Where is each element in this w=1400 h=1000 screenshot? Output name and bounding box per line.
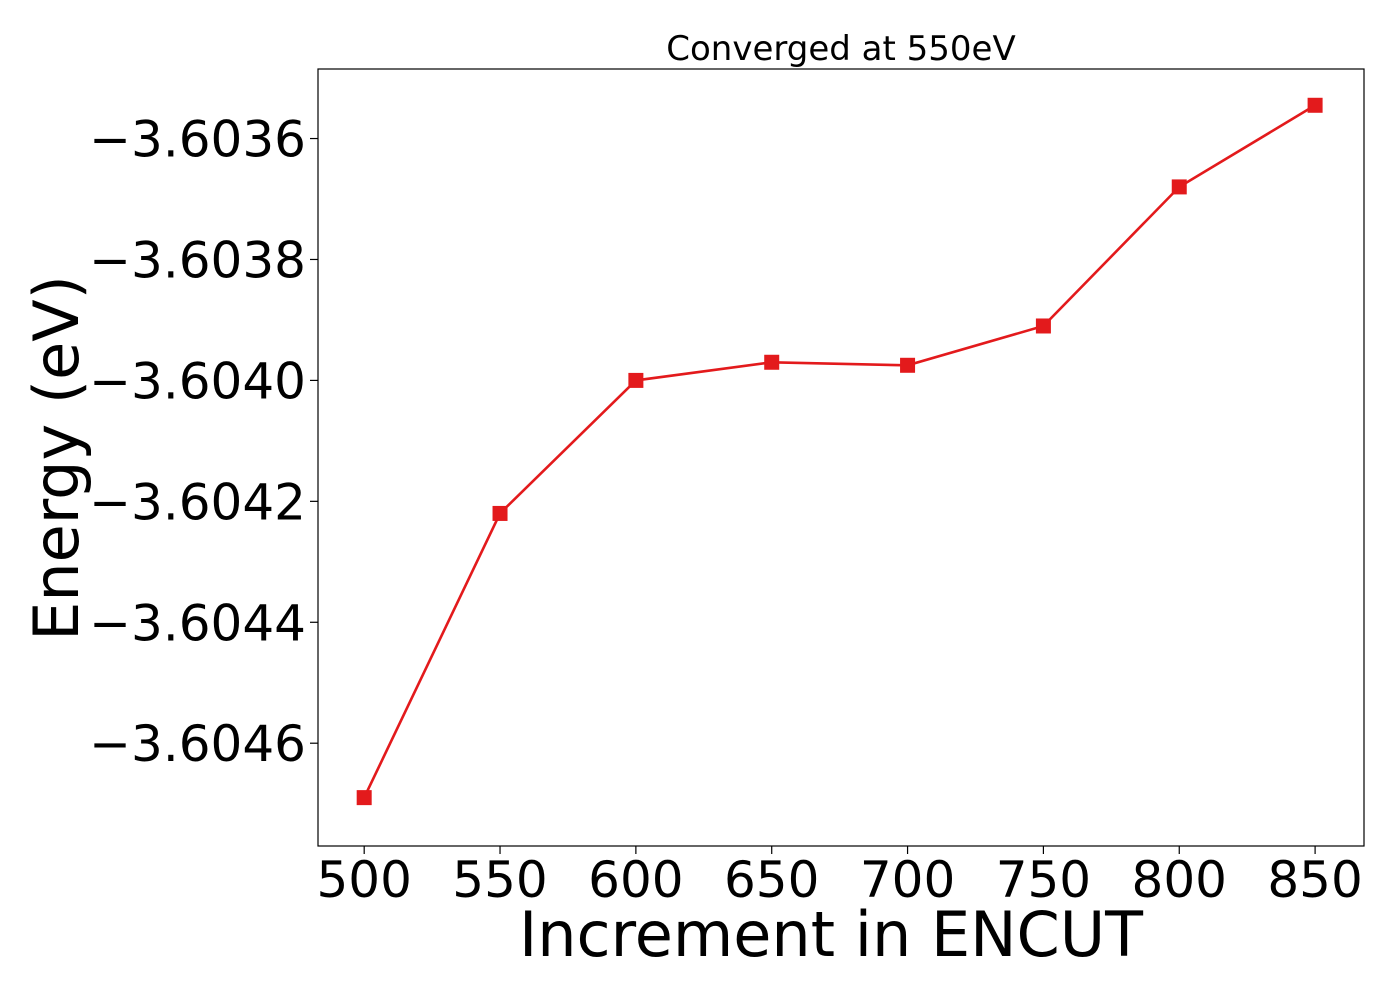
y-tick-label: −3.6042 xyxy=(89,473,306,531)
y-axis: −3.6046 −3.6044 −3.6042 −3.6040 −3.6038 −3.60… xyxy=(89,111,318,773)
x-tick-label: 650 xyxy=(724,851,819,909)
plot-area-frame xyxy=(317,68,1365,847)
y-tick-label: −3.6036 xyxy=(89,111,306,169)
x-tick-label: 550 xyxy=(452,851,547,909)
x-tick-label: 500 xyxy=(316,851,411,909)
y-tick-label: −3.6046 xyxy=(89,715,306,773)
y-tick-label: −3.6040 xyxy=(89,352,306,410)
x-axis: 500 550 600 650 700 750 800 850 xyxy=(316,846,1363,909)
data-point-marker xyxy=(1171,179,1187,195)
data-point-marker xyxy=(1035,318,1051,334)
data-point-marker xyxy=(900,357,916,373)
data-point-marker xyxy=(764,354,780,370)
y-axis-label: Energy (eV) xyxy=(20,275,93,641)
x-axis-label: Increment in ENCUT xyxy=(519,898,1144,971)
data-point-marker xyxy=(628,372,644,388)
chart-title: Converged at 550eV xyxy=(666,29,1015,69)
data-point-marker xyxy=(1307,97,1323,113)
y-tick-label: −3.6044 xyxy=(89,594,306,652)
x-tick-label: 850 xyxy=(1267,851,1362,909)
y-tick-label: −3.6038 xyxy=(89,231,306,289)
x-tick-label: 800 xyxy=(1132,851,1227,909)
data-point-marker xyxy=(356,790,372,806)
x-tick-label: 700 xyxy=(860,851,955,909)
x-tick-label: 600 xyxy=(588,851,683,909)
series-line xyxy=(363,104,1316,799)
series-layer xyxy=(356,97,1323,806)
x-tick-label: 750 xyxy=(996,851,1091,909)
data-point-marker xyxy=(492,505,508,521)
